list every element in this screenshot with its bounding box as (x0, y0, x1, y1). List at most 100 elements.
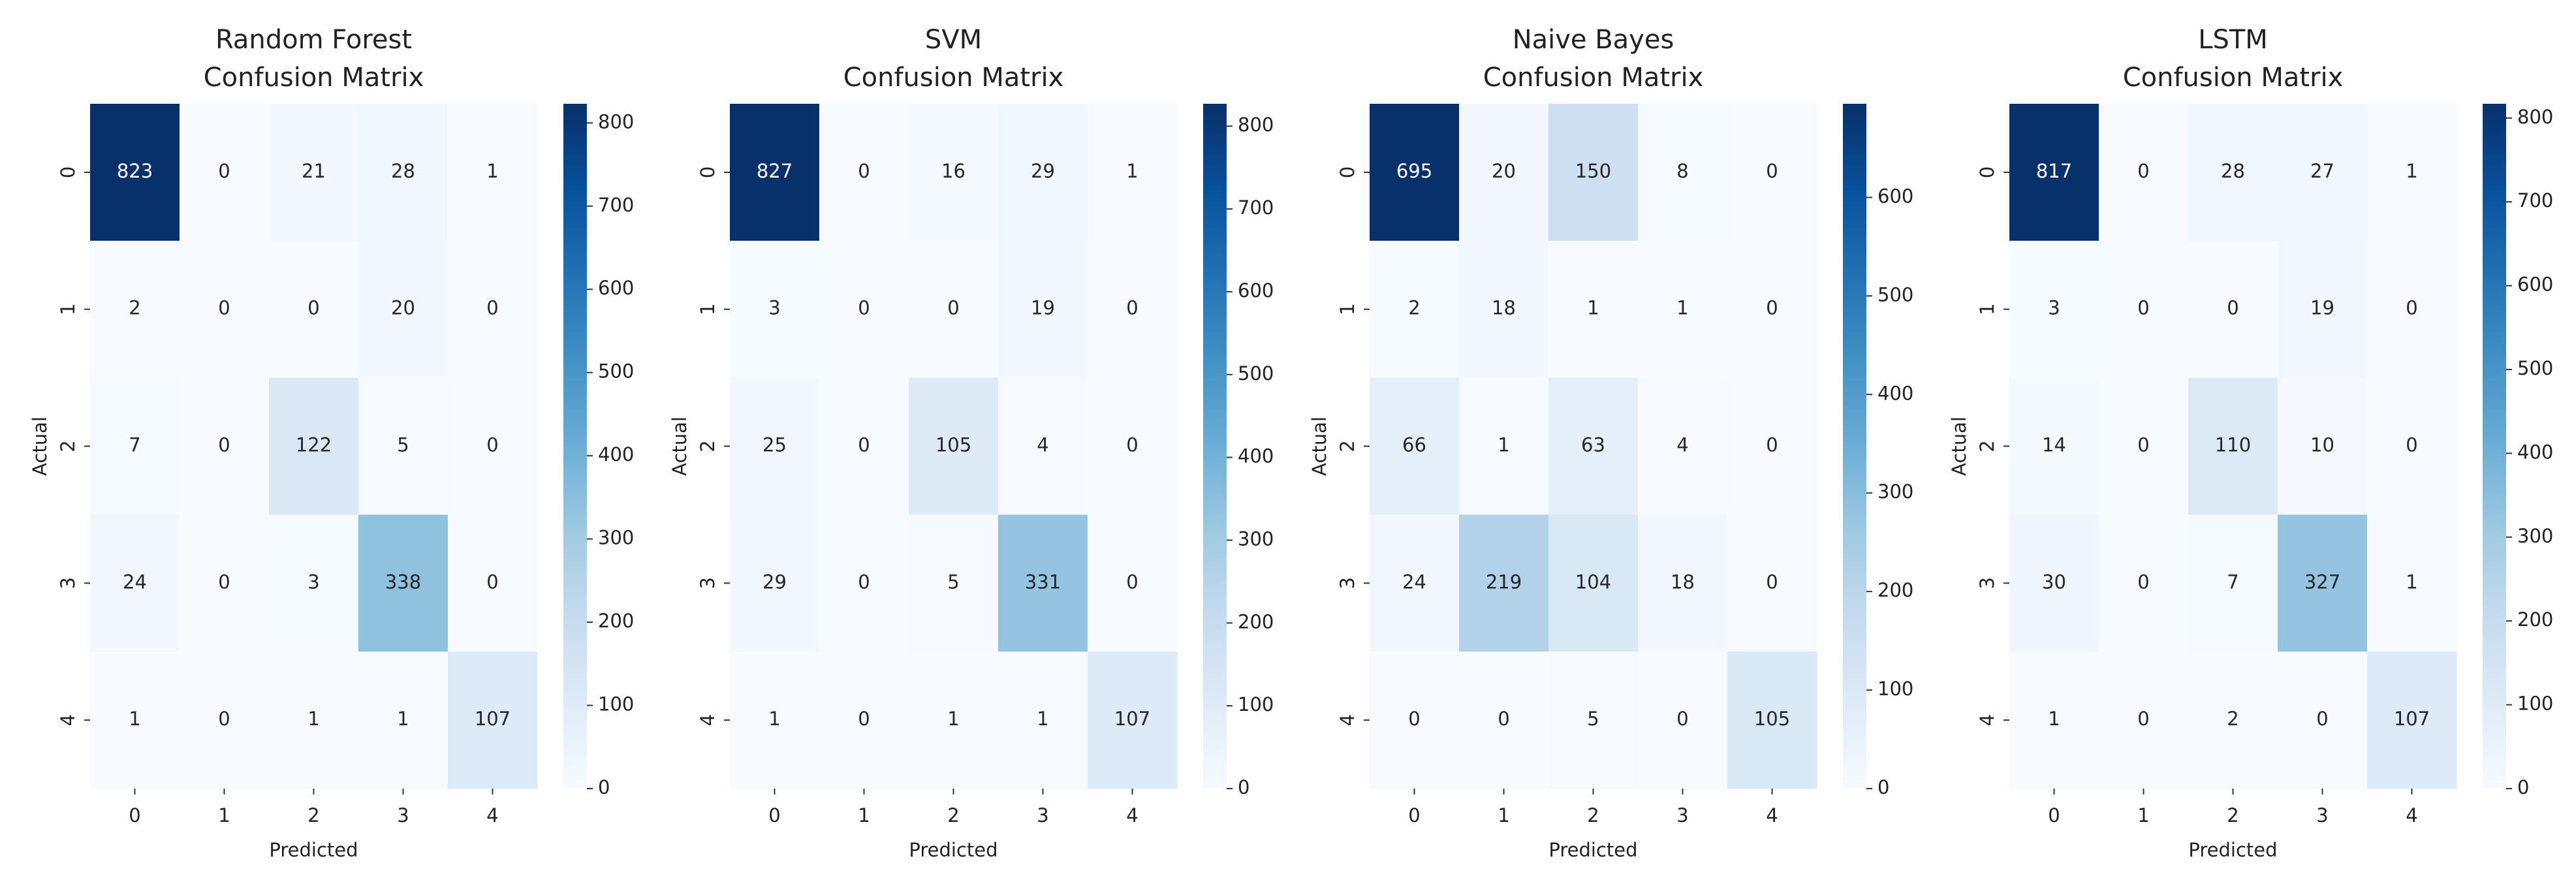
heatmap-cell (448, 514, 538, 652)
chart-subtitle: Confusion Matrix (1483, 63, 1704, 93)
heatmap-cell (819, 652, 909, 789)
heatmap-cell (819, 377, 909, 515)
colorbar (1843, 104, 1866, 789)
colorbar-tick-label: 400 (2517, 441, 2553, 463)
colorbar-tick-label: 200 (2517, 608, 2553, 631)
heatmap-cell (1548, 514, 1639, 652)
cell-label: 0 (858, 571, 870, 593)
cell-label: 0 (486, 297, 498, 319)
colorbar-tick-label: 100 (1238, 693, 1274, 715)
heatmap-cell (998, 377, 1088, 515)
cell-label: 150 (1575, 160, 1611, 182)
cell-label: 1 (2406, 571, 2417, 593)
heatmap-cell (1638, 104, 1728, 242)
cell-label: 1 (2406, 160, 2417, 182)
y-tick-label: 0 (1336, 166, 1359, 178)
heatmap-cell (909, 377, 999, 515)
cell-label: 122 (296, 434, 332, 456)
heatmap-cell (819, 240, 909, 379)
y-tick-label: 4 (57, 714, 79, 726)
chart-title: Random Forest (215, 25, 412, 55)
heatmap-cell (2367, 377, 2457, 515)
chart-title: Naive Bayes (1513, 25, 1674, 55)
heatmap-cell (2188, 514, 2278, 652)
cell-label: 1 (1126, 160, 1138, 182)
x-tick-label: 1 (2137, 804, 2149, 826)
colorbar-tick-label: 300 (1238, 527, 1274, 550)
heatmap-cell (2009, 514, 2099, 652)
heatmap-cell (909, 104, 999, 242)
cell-label: 7 (129, 434, 140, 456)
cell-label: 1 (1587, 297, 1599, 319)
heatmap-cell (1638, 377, 1728, 515)
cell-label: 0 (1126, 297, 1138, 319)
heatmap-cell (269, 104, 359, 242)
x-tick-label: 3 (1676, 804, 1688, 826)
cell-label: 1 (307, 708, 319, 730)
heatmap-cell (1088, 104, 1178, 242)
chart-subtitle: Confusion Matrix (204, 63, 424, 93)
cell-label: 66 (1402, 434, 1426, 456)
cell-label: 5 (947, 571, 959, 593)
colorbar-tick-label: 600 (2517, 274, 2553, 296)
cell-label: 29 (762, 571, 787, 593)
cell-label: 27 (2310, 160, 2334, 182)
cell-label: 823 (117, 160, 153, 182)
heatmap-cell (180, 104, 270, 242)
y-axis-label: Actual (29, 416, 51, 476)
x-tick-label: 0 (129, 804, 140, 826)
cell-label: 63 (1581, 434, 1605, 456)
cell-label: 817 (2036, 160, 2072, 182)
colorbar-tick-label: 700 (1238, 196, 1274, 219)
cell-label: 21 (302, 160, 326, 182)
heatmap-cell (2188, 652, 2278, 789)
x-tick-label: 1 (1498, 804, 1509, 826)
heatmap-cell (448, 240, 538, 379)
x-tick-label: 0 (2048, 804, 2060, 826)
heatmap-cell (909, 514, 999, 652)
cell-label: 18 (1492, 297, 1516, 319)
cell-label: 110 (2215, 434, 2251, 456)
x-tick-label: 2 (1587, 804, 1599, 826)
heatmap-cell (1370, 104, 1460, 242)
cell-label: 1 (486, 160, 498, 182)
chart-subtitle: Confusion Matrix (2123, 63, 2344, 93)
heatmap-cell (998, 240, 1088, 379)
heatmap-cell (358, 104, 448, 242)
x-tick-label: 3 (1037, 804, 1048, 826)
heatmap-cell (1370, 377, 1460, 515)
cell-label: 20 (1492, 160, 1516, 182)
cell-label: 1 (2048, 708, 2060, 730)
cell-label: 20 (391, 297, 415, 319)
heatmap-cell (2278, 240, 2368, 379)
cell-label: 0 (486, 434, 498, 456)
cell-label: 0 (2406, 434, 2417, 456)
colorbar-tick-label: 300 (2517, 525, 2553, 547)
cell-label: 0 (2137, 160, 2149, 182)
heatmap-cell (1548, 240, 1639, 379)
colorbar-tick-label: 300 (598, 527, 634, 549)
heatmap-cell (180, 514, 270, 652)
heatmap-cell (1727, 240, 1817, 379)
colorbar-tick-label: 0 (598, 776, 610, 798)
cell-label: 3 (2048, 297, 2060, 319)
colorbar-tick-label: 100 (1877, 678, 1913, 700)
cell-label: 0 (858, 434, 870, 456)
cell-label: 8 (1676, 160, 1688, 182)
cell-label: 0 (1126, 434, 1138, 456)
heatmap-cell (2278, 377, 2368, 515)
heatmap-cell (2188, 104, 2278, 242)
heatmap-cell (358, 377, 448, 515)
cell-label: 107 (1114, 708, 1150, 730)
x-tick-label: 1 (858, 804, 870, 826)
cell-label: 30 (2042, 571, 2066, 593)
heatmap-cell (2099, 240, 2189, 379)
heatmap-cell (2099, 377, 2189, 515)
heatmap-cell (180, 240, 270, 379)
cell-label: 0 (1676, 708, 1688, 730)
heatmap-cell (269, 377, 359, 515)
colorbar-tick-label: 200 (1238, 610, 1274, 633)
heatmap-cell (1459, 377, 1549, 515)
colorbar-tick-label: 800 (1238, 114, 1274, 136)
